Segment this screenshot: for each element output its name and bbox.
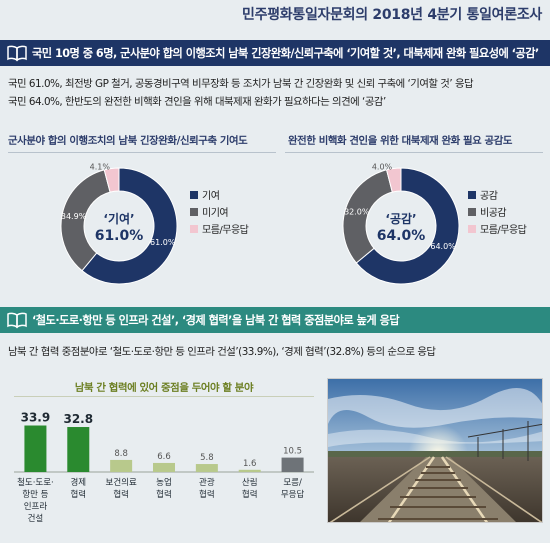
section1-banner-text: 국민 10명 중 6명, 군사분야 합의 이행조치 남북 긴장완화/신뢰구축에 … [32,47,539,60]
slice-value-label: 4.1% [90,162,111,171]
railway-photo [327,378,543,523]
bar-category-label: 협력 [242,489,258,500]
bar-category-label: 보건의료 [106,477,137,488]
slice-value-label: 32.0% [344,208,370,217]
bar-value-label: 10.5 [283,447,302,457]
bar [281,457,304,472]
legend-item: 기여 [190,186,248,203]
bar-value-label: 5.8 [200,453,214,463]
legend-item: 미기여 [190,203,248,220]
donut-slice [60,169,111,272]
bar [110,459,133,472]
donut-center-label: ‘기여’ [103,211,134,226]
bar [24,425,47,472]
legend-item: 비공감 [468,203,526,220]
bar-category-label: 협력 [70,489,86,500]
legend-label: 모름/무응답 [480,225,527,236]
legend-label: 모름/무응답 [202,225,249,236]
legend-swatch [190,190,198,199]
donut2-title-divider [285,152,543,153]
bar-value-label: 8.8 [114,449,128,459]
legend-label: 공감 [480,191,498,202]
bar-chart-title: 남북 간 협력에 있어 중점을 두어야 할 분야 [74,382,254,394]
legend-label: 미기여 [202,208,229,219]
donut-slice [385,167,402,193]
donut-slice [81,167,178,285]
bar-category-label: 협력 [156,489,172,500]
page-title: 민주평화통일자문회의 2018년 4분기 통일여론조사 [242,7,542,23]
bar [195,464,218,472]
bar-category-label: 관광 [199,477,215,488]
donut2-legend: 공감 비공감 모름/무응답 [468,186,527,237]
legend-item: 모름/무응답 [468,220,527,237]
bar-value-label: 33.9 [21,411,51,425]
legend-label: 기여 [202,191,220,202]
slice-value-label: 64.0% [430,242,456,251]
donut-center-value: 61.0% [95,228,144,244]
donut2-chart: 64.0% 32.0% 4.0% ‘공감’ 64.0% [342,162,460,285]
donut-center-value: 64.0% [377,228,426,244]
bar [67,427,90,472]
legend-label: 비공감 [480,208,507,219]
bar-category-label: 무응답 [281,489,305,500]
book-icon [7,45,27,62]
legend-swatch [190,224,198,233]
donut-slice [103,167,120,193]
donut2-title: 완전한 비핵화 견인을 위한 대북제재 완화 필요 공감도 [288,135,513,147]
bar-category-label: 항만 등 [22,490,48,500]
bar-chart-title-divider [14,396,314,397]
bar-category-label: 인프라 [24,501,48,512]
legend-swatch [468,224,476,233]
bar-category-label: 철도·도로· [17,477,54,488]
donut1-legend: 기여 미기여 모름/무응답 [190,186,249,237]
bar-category-label: 농업 [156,478,172,488]
donut1-chart: 61.0% 34.9% 4.1% ‘기여’ 61.0% [60,162,178,285]
donut1-title: 군사분야 합의 이행조치의 남북 긴장완화/신뢰구축 기여도 [8,135,248,147]
section1-banner: 국민 10명 중 6명, 군사분야 합의 이행조치 남북 긴장완화/신뢰구축에 … [0,40,550,66]
railway-image [328,379,542,522]
bar [238,469,261,472]
bar-category-label: 모름/ [283,478,302,488]
legend-swatch [468,190,476,199]
bar-category-label: 경제 [70,477,86,488]
section2-summary: 남북 간 협력 중점분야로 ‘철도·도로·항만 등 인프라 건설’(33.9%)… [8,346,436,358]
slice-value-label: 34.9% [61,212,87,221]
bar [153,462,175,472]
legend-item: 공감 [468,186,526,203]
slice-value-label: 61.0% [150,238,176,247]
bar-category-label: 건설 [28,513,44,524]
bar-category-label: 협력 [199,489,215,500]
book-icon [7,312,27,329]
section1-summary-line1: 국민 61.0%, 최전방 GP 철거, 공동경비구역 비무장화 등 조치가 남… [8,78,474,90]
bar-category-label: 산림 [242,477,258,488]
bar-value-label: 6.6 [157,452,171,462]
bar-chart: 33.9철도·도로·항만 등인프라건설32.8경제협력8.8보건의료협력6.6농… [14,411,314,524]
section2-banner: ‘철도·도로·항만 등 인프라 건설’, ‘경제 협력’을 남북 간 협력 중점… [0,307,550,333]
bar-category-label: 협력 [113,489,129,500]
donut1-title-divider [8,152,276,153]
legend-swatch [468,207,476,216]
legend-swatch [190,207,198,216]
section2-banner-text: ‘철도·도로·항만 등 인프라 건설’, ‘경제 협력’을 남북 간 협력 중점… [32,314,400,327]
bar-value-label: 1.6 [243,459,257,469]
donut-slice [355,167,460,285]
donut-center-label: ‘공감’ [385,211,416,226]
section1-summary-line2: 국민 64.0%, 한반도의 완전한 비핵화 견인을 위해 대북제재 완화가 필… [8,96,386,108]
slice-value-label: 4.0% [372,162,393,171]
legend-item: 모름/무응답 [190,220,249,237]
bar-value-label: 32.8 [63,412,93,426]
